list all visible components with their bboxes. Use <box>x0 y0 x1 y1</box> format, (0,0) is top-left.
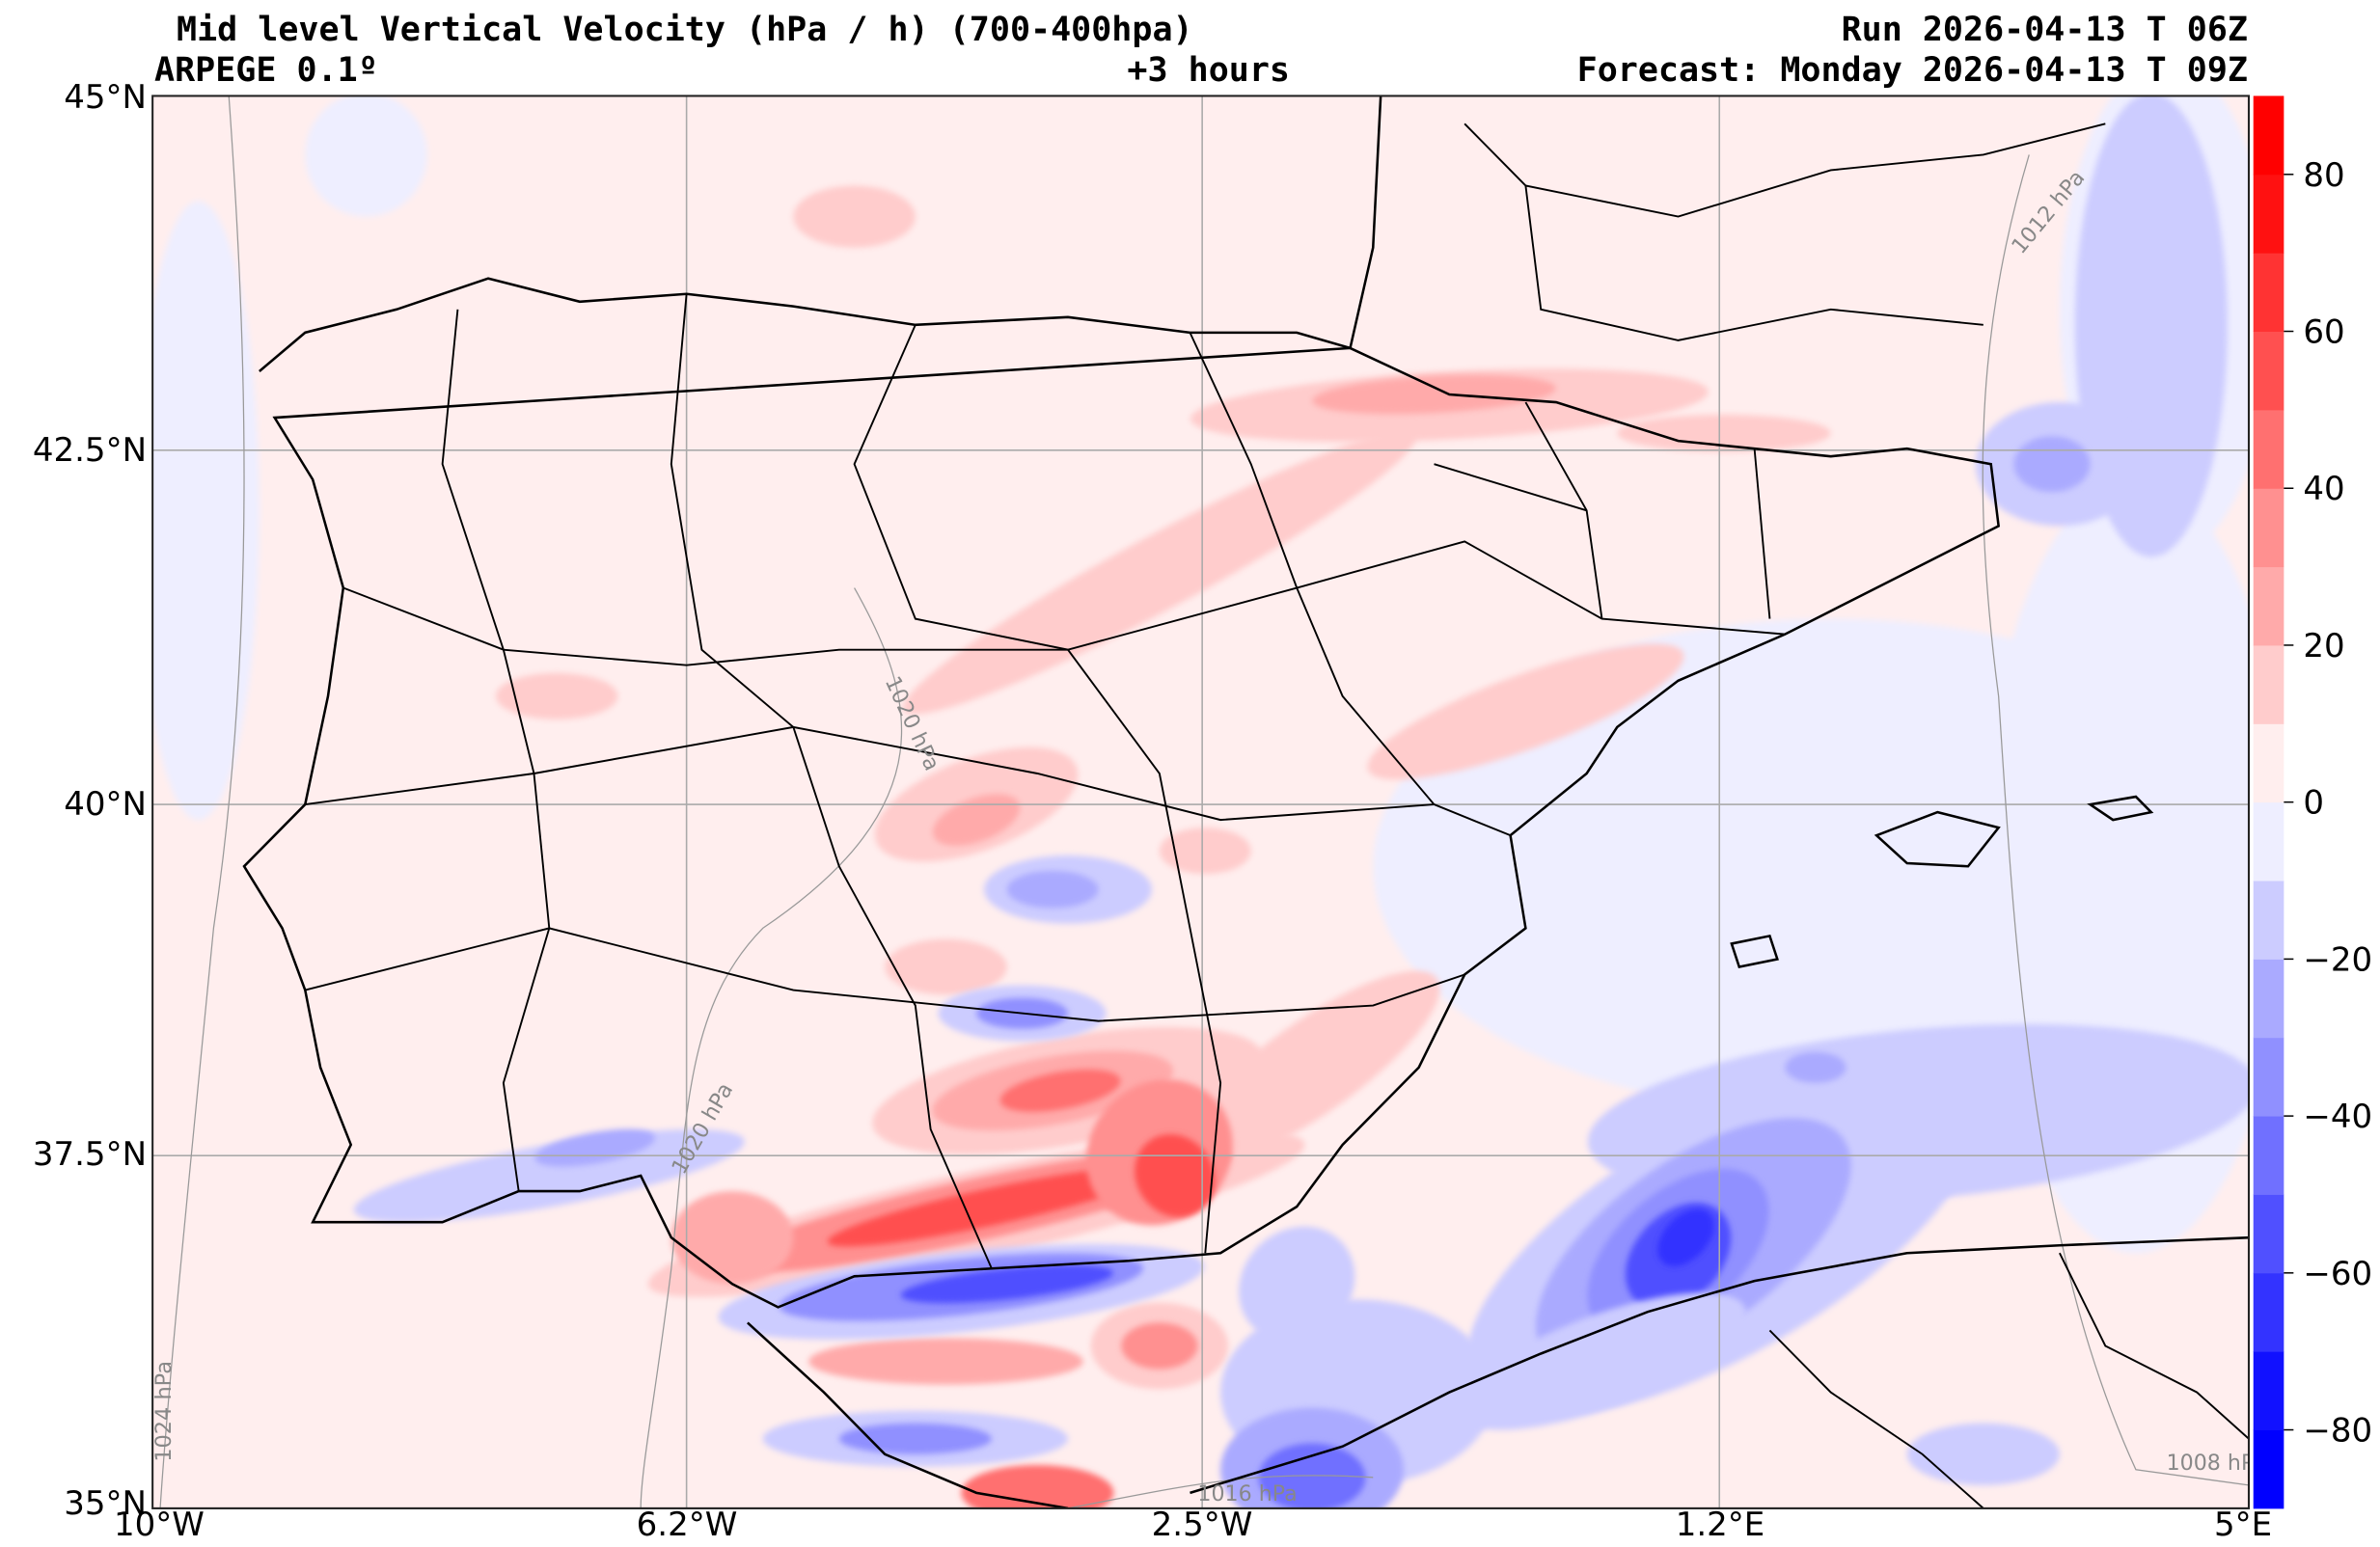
lon-label: 2.5°W <box>1152 1506 1253 1544</box>
lon-label: 6.2°W <box>637 1506 738 1544</box>
velocity-contour <box>353 1128 745 1223</box>
colorbar-band <box>2253 331 2284 411</box>
colorbar-band <box>2253 1429 2284 1509</box>
colorbar-band <box>2253 1351 2284 1431</box>
velocity-contour <box>902 430 1416 715</box>
colorbar-band <box>2253 644 2284 724</box>
velocity-contour <box>495 672 618 719</box>
velocity-contour <box>1617 414 1831 452</box>
colorbar-band <box>2253 959 2284 1039</box>
forecast-valid-time: Forecast: Monday 2026-04-13 T 09Z <box>1576 51 2248 90</box>
lat-label: 45°N <box>64 78 147 117</box>
velocity-contour <box>1006 871 1099 909</box>
velocity-contour <box>670 1191 794 1285</box>
map-area: 1020 hPa 1020 hPa 1024 hPa 1016 hPa 1008… <box>151 95 2266 1508</box>
admin-borders <box>305 122 2249 1508</box>
velocity-contour <box>885 938 1007 995</box>
velocity-contour <box>1159 828 1251 875</box>
colorbar-tick-label: −60 <box>2303 1255 2372 1293</box>
velocity-contour <box>793 185 916 248</box>
velocity-contour <box>152 201 260 821</box>
colorbar-band <box>2253 174 2284 254</box>
velocity-field <box>152 95 2249 1508</box>
model-name: ARPEGE 0.1º <box>154 51 378 90</box>
map-frame <box>151 95 2251 1509</box>
forecast-lead: +3 hours <box>1127 51 1290 90</box>
coastlines <box>242 95 2249 1508</box>
lon-label: 1.2°E <box>1676 1506 1765 1544</box>
colorbar-band <box>2253 1272 2284 1352</box>
colorbar-ticks: 80 60 40 20 0 −20 −40 −60 −80 <box>2284 156 2372 1451</box>
colorbar-band <box>2253 801 2284 882</box>
lat-label: 42.5°N <box>33 431 147 470</box>
velocity-contour <box>2013 436 2091 493</box>
velocity-contour <box>999 1069 1121 1112</box>
colorbar-tick-label: 80 <box>2303 156 2344 195</box>
colorbar-tick-label: 20 <box>2303 627 2344 665</box>
velocity-contour <box>1312 374 1556 415</box>
velocity-contour <box>534 1128 656 1167</box>
colorbar-tick-label: 0 <box>2303 784 2324 823</box>
velocity-contour <box>1657 1208 1714 1266</box>
run-time: Run 2026-04-13 T 06Z <box>1841 11 2248 49</box>
velocity-contour <box>1367 643 1684 780</box>
colorbar-band <box>2253 95 2284 176</box>
velocity-contour <box>305 95 427 217</box>
lat-label: 37.5°N <box>33 1135 147 1174</box>
colorbar-band <box>2253 1116 2284 1195</box>
colorbar <box>2253 95 2284 1509</box>
velocity-contour <box>838 1423 992 1454</box>
colorbar-band <box>2253 566 2284 646</box>
lat-label: 40°N <box>64 785 147 824</box>
velocity-contour <box>1184 970 1440 1164</box>
colorbar-band <box>2253 1037 2284 1117</box>
latitude-labels: 45°N 42.5°N 40°N 37.5°N 35°N <box>33 78 147 1523</box>
colorbar-tick-label: 40 <box>2303 470 2344 508</box>
velocity-contour <box>1121 1322 1198 1370</box>
lat-label: 35°N <box>64 1484 147 1523</box>
colorbar-band <box>2253 409 2284 489</box>
velocity-contour <box>900 1264 1113 1304</box>
colorbar-tick-label: 60 <box>2303 313 2344 352</box>
colorbar-band <box>2253 723 2284 803</box>
velocity-contour <box>1785 1051 1847 1083</box>
velocity-contour <box>1457 1292 1746 1430</box>
colorbar-tick-label: −40 <box>2303 1098 2372 1136</box>
longitude-labels: 10°W 6.2°W 2.5°W 1.2°E 5°E <box>114 1506 2272 1544</box>
colorbar-band <box>2253 253 2284 333</box>
isobar-label: 1016 hPa <box>1197 1481 1297 1506</box>
velocity-contour <box>932 794 1021 846</box>
lon-label: 5°E <box>2214 1506 2272 1544</box>
colorbar-tick-label: −80 <box>2303 1412 2372 1451</box>
isobar-label: 1024 hPa <box>151 1361 177 1462</box>
colorbar-tick-label: −20 <box>2303 940 2372 979</box>
colorbar-band <box>2253 881 2284 960</box>
isobar-label: 1008 hPa <box>2167 1451 2266 1476</box>
velocity-contour <box>827 1166 1157 1247</box>
colorbar-band <box>2253 1194 2284 1274</box>
lon-label: 10°W <box>114 1506 205 1544</box>
chart-title: Mid level Vertical Velocity (hPa / h) (7… <box>177 11 1193 49</box>
velocity-contour <box>1906 1423 2060 1485</box>
velocity-contour <box>961 1464 1114 1508</box>
colorbar-band <box>2253 488 2284 568</box>
velocity-contour <box>808 1338 1083 1385</box>
